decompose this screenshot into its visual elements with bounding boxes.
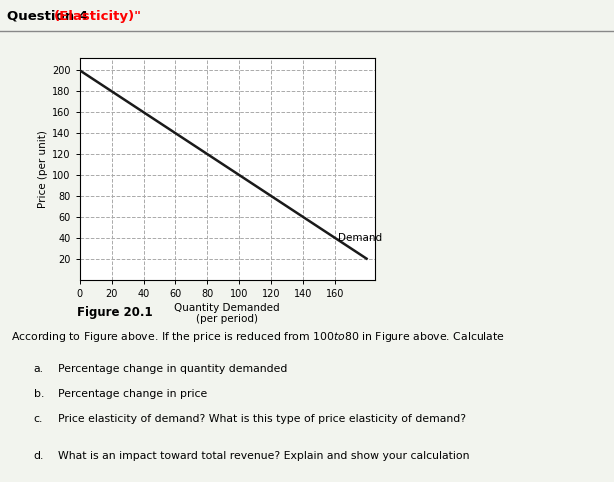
- Text: b.: b.: [34, 389, 44, 399]
- Text: a.: a.: [34, 364, 44, 374]
- Text: Price elasticity of demand? What is this type of price elasticity of demand?: Price elasticity of demand? What is this…: [58, 414, 466, 424]
- Text: According to Figure above. If the price is reduced from $100 to $80 in Figure ab: According to Figure above. If the price …: [11, 330, 505, 344]
- Text: What is an impact toward total revenue? Explain and show your calculation: What is an impact toward total revenue? …: [58, 451, 470, 461]
- Text: Figure 20.1: Figure 20.1: [77, 306, 152, 319]
- Text: Percentage change in quantity demanded: Percentage change in quantity demanded: [58, 364, 288, 374]
- Text: d.: d.: [34, 451, 44, 461]
- Text: Demand: Demand: [338, 233, 382, 243]
- Y-axis label: Price (per unit): Price (per unit): [38, 130, 48, 208]
- Text: Question 4: Question 4: [7, 10, 93, 23]
- Text: c.: c.: [34, 414, 43, 424]
- X-axis label: Quantity Demanded
(per period): Quantity Demanded (per period): [174, 303, 280, 324]
- Text: Percentage change in price: Percentage change in price: [58, 389, 208, 399]
- Text: (Elasticity)": (Elasticity)": [53, 10, 141, 23]
